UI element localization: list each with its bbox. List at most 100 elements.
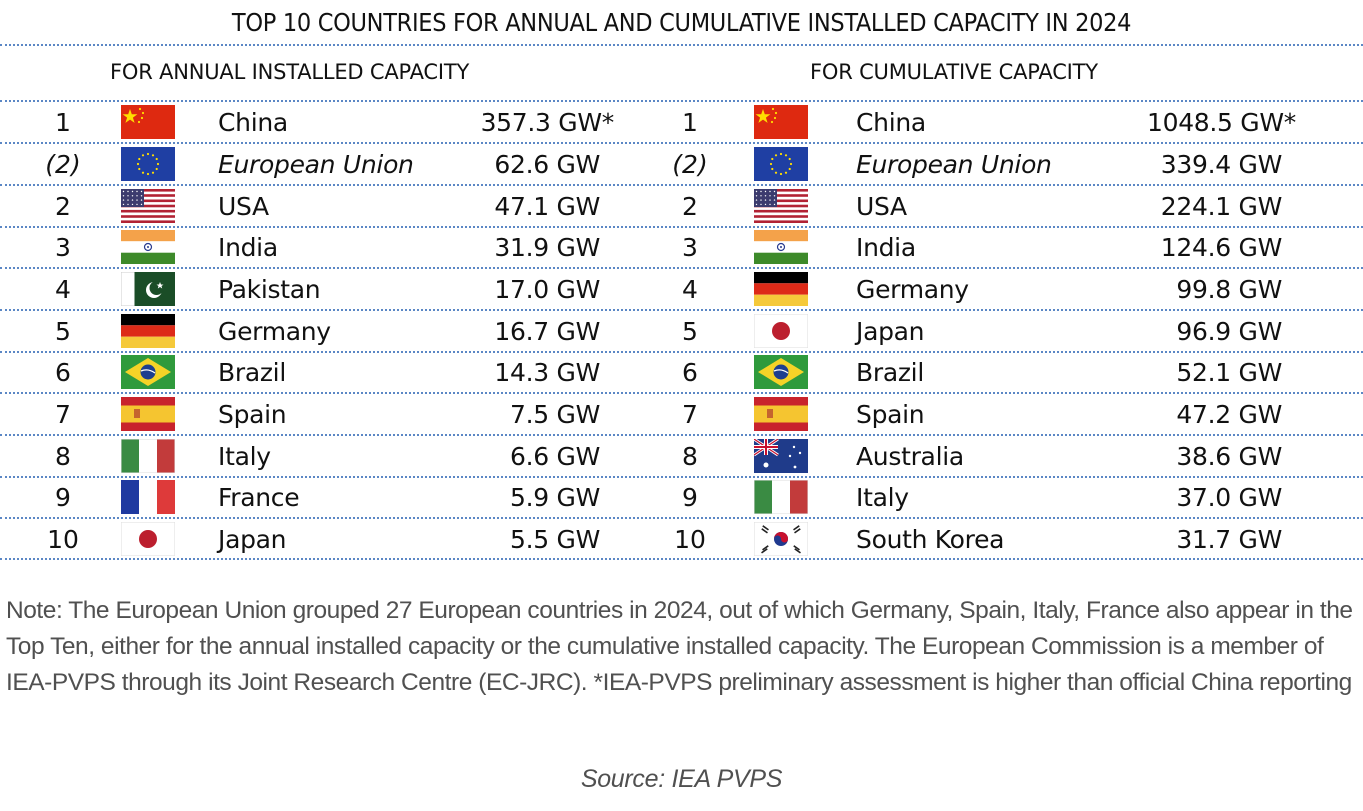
capacity-value: 124.6 GW — [1160, 233, 1283, 262]
country-name: USA — [856, 192, 907, 221]
source-credit: Source: IEA PVPS — [580, 765, 783, 793]
table-row: 4 Pakistan 17.0 GW — [0, 268, 1363, 309]
table-row: 10 Japan 5.5 GW — [0, 518, 1363, 559]
rank: 4 — [55, 275, 71, 304]
capacity-value: 14.3 GW — [494, 358, 600, 387]
rank: (2) — [672, 150, 708, 179]
japan-flag-icon — [121, 522, 175, 556]
france-flag-icon — [121, 480, 175, 514]
italy-flag-icon — [121, 439, 175, 473]
country-name: China — [856, 108, 926, 137]
country-name: European Union — [856, 150, 1052, 179]
divider — [0, 476, 1363, 478]
table-row: 2 USA 47.1 GW — [0, 185, 1363, 226]
country-name: Germany — [218, 317, 331, 346]
spain-flag-icon — [754, 397, 808, 431]
china-flag-icon — [754, 105, 808, 139]
germany-flag-icon — [754, 272, 808, 306]
country-name: Japan — [218, 525, 287, 554]
capacity-value: 31.7 GW — [1176, 525, 1282, 554]
annual-heading: FOR ANNUAL INSTALLED CAPACITY — [110, 60, 470, 84]
country-name: South Korea — [856, 525, 1005, 554]
pakistan-flag-icon — [121, 272, 175, 306]
divider — [0, 267, 1363, 269]
table-row: 8 Italy 6.6 GW — [0, 435, 1363, 476]
country-name: Japan — [856, 317, 925, 346]
rank: 6 — [55, 358, 71, 387]
table-row: 4 Germany 99.8 GW — [0, 268, 1363, 309]
spain-flag-icon — [121, 397, 175, 431]
divider — [0, 184, 1363, 186]
table-row: 5 Germany 16.7 GW — [0, 310, 1363, 351]
country-name: Italy — [218, 442, 271, 471]
capacity-value: 5.9 GW — [510, 483, 600, 512]
country-name: China — [218, 108, 288, 137]
brazil-flag-icon — [754, 355, 808, 389]
country-name: Brazil — [218, 358, 286, 387]
country-name: Italy — [856, 483, 909, 512]
page-title: TOP 10 COUNTRIES FOR ANNUAL AND CUMULATI… — [231, 8, 1132, 37]
divider — [0, 44, 1363, 46]
australia-flag-icon — [754, 439, 808, 473]
table-row: 3 India 31.9 GW — [0, 226, 1363, 267]
country-name: Brazil — [856, 358, 924, 387]
divider — [0, 351, 1363, 353]
capacity-value: 7.5 GW — [510, 400, 600, 429]
table-row: 3 India 124.6 GW — [0, 226, 1363, 267]
capacity-value: 16.7 GW — [494, 317, 600, 346]
table-row: (2) European Union 62.6 GW — [0, 143, 1363, 184]
table-row: 8 Australia 38.6 GW — [0, 435, 1363, 476]
table-row: 6 Brazil 52.1 GW — [0, 351, 1363, 392]
capacity-value: 224.1 GW — [1160, 192, 1283, 221]
capacity-value: 6.6 GW — [510, 442, 600, 471]
country-name: Germany — [856, 275, 969, 304]
country-name: Spain — [218, 400, 287, 429]
germany-flag-icon — [121, 314, 175, 348]
table-row: 6 Brazil 14.3 GW — [0, 351, 1363, 392]
cumulative-heading: FOR CUMULATIVE CAPACITY — [810, 60, 1098, 84]
country-name: Australia — [856, 442, 964, 471]
rank: 6 — [682, 358, 698, 387]
rank: 10 — [47, 525, 79, 554]
table-row: 7 Spain 7.5 GW — [0, 393, 1363, 434]
capacity-value: 37.0 GW — [1176, 483, 1282, 512]
rank: 2 — [682, 192, 698, 221]
capacity-value: 47.1 GW — [494, 192, 600, 221]
italy-flag-icon — [754, 480, 808, 514]
usa-flag-icon — [754, 189, 808, 223]
country-name: India — [856, 233, 916, 262]
table-row: 5 Japan 96.9 GW — [0, 310, 1363, 351]
rank: 10 — [674, 525, 706, 554]
rank: 5 — [682, 317, 698, 346]
rank: 1 — [55, 108, 71, 137]
capacity-value: 38.6 GW — [1176, 442, 1282, 471]
country-name: France — [218, 483, 300, 512]
divider — [0, 226, 1363, 228]
country-name: Spain — [856, 400, 925, 429]
japan-flag-icon — [754, 314, 808, 348]
footnote: Note: The European Union grouped 27 Euro… — [6, 597, 1353, 696]
capacity-value: 62.6 GW — [494, 150, 600, 179]
rank: 2 — [55, 192, 71, 221]
country-name: Pakistan — [218, 275, 321, 304]
country-name: European Union — [218, 150, 414, 179]
rank: 1 — [682, 108, 698, 137]
country-name: USA — [218, 192, 269, 221]
divider — [0, 309, 1363, 311]
south-korea-flag-icon — [754, 522, 808, 556]
eu-flag-icon — [754, 147, 808, 181]
rank: 5 — [55, 317, 71, 346]
table-row: 1 China 357.3 GW* — [0, 101, 1363, 142]
usa-flag-icon — [121, 189, 175, 223]
rank: (2) — [45, 150, 81, 179]
table-row: 9 France 5.9 GW — [0, 476, 1363, 517]
divider — [0, 100, 1363, 102]
india-flag-icon — [121, 230, 175, 264]
eu-flag-icon — [121, 147, 175, 181]
capacity-value: 339.4 GW — [1160, 150, 1283, 179]
capacity-value: 99.8 GW — [1176, 275, 1282, 304]
divider — [0, 558, 1363, 560]
rank: 3 — [55, 233, 71, 262]
capacity-value: 47.2 GW — [1176, 400, 1282, 429]
country-name: India — [218, 233, 278, 262]
